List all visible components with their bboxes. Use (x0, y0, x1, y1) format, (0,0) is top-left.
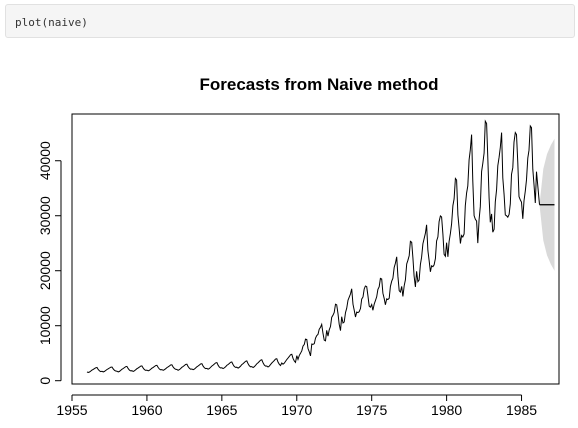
x-tick-label-1970: 1970 (281, 402, 312, 418)
series-layer (86, 119, 555, 374)
y-tick-label-20000: 20000 (37, 251, 53, 290)
y-axis: 0 10000 20000 30000 40000 (37, 141, 62, 385)
chart-title: Forecasts from Naive method (199, 75, 438, 94)
y-tick-label-10000: 10000 (37, 306, 53, 345)
x-tick-label-1980: 1980 (431, 402, 462, 418)
x-axis: 1955 1960 1965 1970 1975 1980 1985 (56, 394, 537, 418)
x-tick-label-1985: 1985 (506, 402, 537, 418)
x-tick-label-1955: 1955 (56, 402, 87, 418)
y-tick-label-30000: 30000 (37, 196, 53, 235)
x-tick-label-1975: 1975 (356, 402, 387, 418)
x-tick-label-1960: 1960 (131, 402, 162, 418)
plot-frame (71, 113, 560, 385)
code-cell[interactable]: plot(naive) (5, 4, 575, 38)
observed-series-line (86, 119, 540, 374)
x-tick-label-1965: 1965 (206, 402, 237, 418)
y-tick-label-0: 0 (37, 377, 53, 385)
code-text: plot(naive) (15, 16, 88, 29)
y-tick-label-40000: 40000 (37, 141, 53, 180)
